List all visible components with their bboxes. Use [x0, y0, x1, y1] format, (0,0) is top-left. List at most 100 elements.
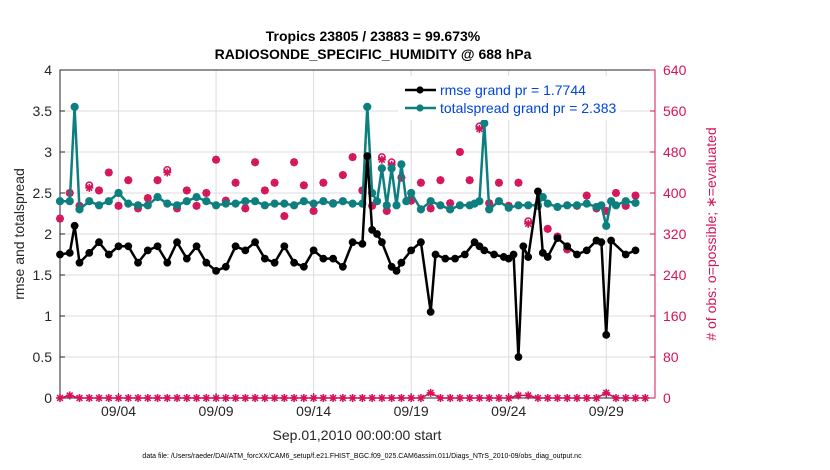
marker-stroke — [583, 192, 591, 200]
marker-stroke — [212, 156, 220, 164]
y-right-tick-label: 400 — [663, 185, 687, 201]
marker-stroke — [524, 391, 532, 399]
totalspread-point — [280, 199, 289, 208]
totalspread-point — [621, 197, 630, 206]
marker-stroke — [456, 148, 464, 156]
obs-rejected-point — [319, 394, 328, 402]
obs-evaluated-point — [290, 158, 299, 167]
totalspread-point — [270, 199, 279, 208]
y-left-tick-label: 2.5 — [33, 185, 53, 201]
rmse-point — [553, 234, 562, 243]
obs-evaluated-point — [114, 201, 123, 210]
obs-rejected-point — [124, 394, 133, 402]
rmse-point — [426, 308, 435, 316]
legend-rmse-dot — [416, 86, 424, 94]
totalspread-point — [397, 160, 406, 169]
obs-evaluated-point — [631, 191, 640, 200]
totalspread-point — [85, 197, 94, 206]
obs-rejected-point — [173, 394, 182, 402]
totalspread-point — [402, 197, 411, 206]
marker-stroke — [193, 202, 201, 210]
y-right-tick-label: 240 — [663, 267, 687, 283]
rmse-point — [290, 258, 298, 267]
marker-stroke — [514, 391, 522, 399]
rmse-point — [631, 246, 640, 255]
totalspread-point — [104, 197, 113, 206]
rmse-point — [192, 242, 201, 251]
obs-rejected-point — [465, 394, 474, 402]
rmse-point — [392, 267, 401, 275]
obs-rejected-point — [338, 394, 347, 402]
legend-rmse-marker — [416, 86, 424, 94]
marker-stroke — [290, 394, 298, 402]
rmse-point — [397, 258, 406, 267]
obs-evaluated-point — [348, 153, 357, 162]
obs-rejected-point — [416, 394, 425, 402]
obs-rejected-point — [85, 394, 94, 402]
obs-rejected-point — [202, 394, 211, 402]
obs-rejected-point — [348, 394, 357, 402]
totalspread-point — [407, 188, 416, 198]
obs-evaluated-point — [212, 155, 221, 164]
marker-stroke — [446, 394, 454, 402]
rmse-point — [363, 152, 372, 161]
marker-stroke — [427, 204, 435, 212]
rmse-point — [621, 250, 630, 259]
totalspread-point — [289, 201, 299, 210]
obs-rejected-point — [104, 394, 113, 402]
obs-rejected-point — [426, 388, 435, 397]
y-left-tick-label: 0.5 — [33, 349, 53, 365]
obs-rejected-point — [446, 394, 455, 402]
rmse-point — [202, 258, 211, 267]
obs-rejected-point — [543, 394, 552, 402]
legend: rmse grand pr = 1.7744 totalspread grand… — [398, 76, 620, 120]
rmse-point — [573, 250, 581, 259]
rmse-point — [377, 238, 386, 247]
obs-rejected-point — [163, 394, 172, 402]
totalspread-point — [202, 197, 211, 206]
marker-stroke — [397, 394, 405, 402]
marker-stroke — [124, 176, 132, 184]
marker-stroke — [427, 389, 435, 397]
totalspread-point — [75, 205, 84, 214]
obs-rejected-point — [153, 394, 162, 402]
totalspread-point — [455, 201, 465, 210]
chart-title-line2: RADIOSONDE_SPECIFIC_HUMIDITY @ 688 hPa — [215, 46, 532, 62]
rmse-point — [431, 250, 440, 259]
rmse-point — [182, 254, 191, 263]
marker-stroke — [163, 169, 171, 176]
rmse-point — [114, 242, 123, 251]
totalspread-point — [182, 197, 191, 206]
marker-stroke — [593, 394, 600, 402]
obs-evaluated-point — [465, 176, 474, 185]
rmse-point — [143, 246, 152, 255]
obs-evaluated-point — [514, 178, 523, 187]
totalspread-point — [543, 199, 552, 208]
rmse-point — [153, 242, 162, 251]
marker-stroke — [612, 394, 620, 402]
marker-stroke — [495, 394, 503, 402]
rmse-point — [173, 238, 181, 247]
totalspread-point — [70, 102, 79, 112]
marker-stroke — [251, 394, 259, 402]
rmse-point — [212, 267, 220, 275]
totalspread-point — [387, 164, 396, 173]
rmse-point — [56, 250, 64, 259]
x-tick-label: 09/19 — [394, 403, 429, 419]
marker-stroke — [436, 176, 444, 184]
marker-stroke — [417, 394, 425, 402]
rmse-point — [241, 246, 250, 255]
obs-evaluated-point — [260, 186, 269, 195]
marker-stroke — [358, 394, 366, 402]
obs-rejected-point — [504, 394, 513, 402]
marker-stroke — [193, 394, 201, 402]
obs-evaluated-point — [124, 176, 133, 185]
marker-stroke — [329, 394, 337, 402]
rmse-point — [163, 258, 172, 267]
totalspread-point — [241, 197, 250, 206]
obs-evaluated-point — [202, 189, 211, 197]
totalspread-point — [504, 203, 513, 212]
totalspread-point — [572, 201, 582, 210]
marker-stroke — [524, 220, 532, 228]
marker-stroke — [290, 158, 298, 166]
